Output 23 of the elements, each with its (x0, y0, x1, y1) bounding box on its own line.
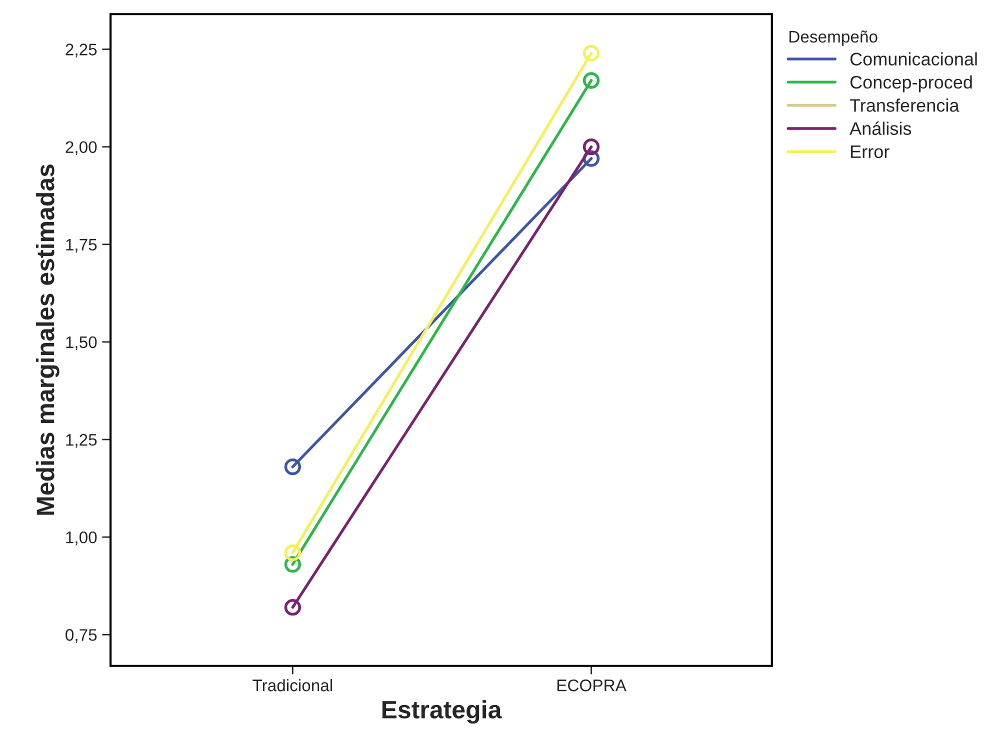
y-tick-label: 1,25 (66, 434, 97, 448)
legend-label: Transferencia (850, 98, 960, 112)
y-tick-label: 1,75 (66, 238, 97, 253)
x-tick-label: Tradicional (252, 679, 332, 692)
point (284, 599, 302, 616)
y-tick-label: 2,25 (66, 44, 97, 58)
point (582, 72, 600, 89)
x-axis-title: Estrategia (382, 700, 502, 724)
legend-label: Concep-proced (850, 75, 972, 92)
legend-label: Análisis (850, 121, 912, 135)
legend-label: Error (851, 146, 890, 158)
y-tick-label: 2,00 (66, 141, 97, 155)
y-tick-label: 1,00 (66, 531, 97, 546)
y-tick-label: 0,75 (66, 629, 97, 643)
point (284, 458, 302, 476)
legend-label: Comunicacional (850, 52, 977, 66)
y-tick-label: 1,50 (66, 336, 97, 350)
point (284, 544, 302, 562)
legend-title: Desempeño (790, 30, 878, 46)
x-tick-label: ECOPRA (557, 680, 626, 692)
y-axis-title: Medias marginales estimadas (36, 164, 60, 515)
point (582, 44, 600, 62)
point (582, 138, 600, 156)
